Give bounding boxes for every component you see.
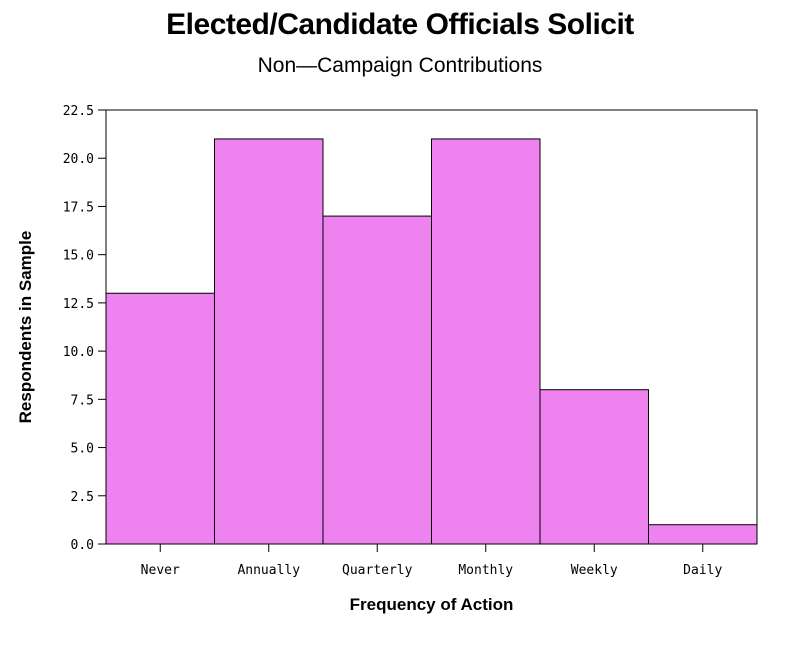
y-tick-label: 7.5: [71, 393, 94, 408]
x-axis: Never Annually Quarterly Monthly Weekly Daily: [141, 544, 722, 578]
y-tick-label: 10.0: [63, 345, 94, 360]
y-tick-label: 5.0: [71, 442, 94, 457]
bars-layer: [105, 138, 758, 545]
x-tick-label: Annually: [237, 563, 300, 578]
bar-monthly: [431, 138, 541, 545]
y-tick-label: 0.0: [71, 538, 94, 553]
y-tick-label: 2.5: [71, 490, 94, 505]
y-tick-label: 12.5: [63, 297, 94, 312]
y-tick-label: 15.0: [63, 249, 94, 264]
bar-never: [105, 292, 215, 545]
y-tick-label: 17.5: [63, 200, 94, 215]
y-tick-label: 22.5: [63, 104, 94, 119]
bar-annually: [214, 138, 324, 545]
y-axis: 0.0 2.5 5.0 7.5 10.0 12.5 15.0 17.5 20.0 22.5: [63, 104, 106, 553]
bar-quarterly: [322, 215, 432, 545]
y-tick-label: 20.0: [63, 152, 94, 167]
y-axis-title: Respondents in Sample: [16, 231, 35, 424]
bar-weekly: [539, 389, 649, 545]
x-tick-label: Never: [141, 563, 180, 578]
x-tick-label: Daily: [683, 563, 722, 578]
x-tick-label: Quarterly: [342, 563, 413, 578]
chart-subtitle: Non—Campaign Contributions: [257, 54, 543, 77]
x-tick-label: Weekly: [571, 563, 618, 578]
x-tick-label: Monthly: [458, 563, 513, 578]
chart-title: Elected/Candidate Officials Solicit: [166, 8, 634, 41]
x-axis-title: Frequency of Action: [350, 595, 514, 614]
bar-daily: [648, 524, 758, 545]
plot-frame: [105, 109, 758, 545]
